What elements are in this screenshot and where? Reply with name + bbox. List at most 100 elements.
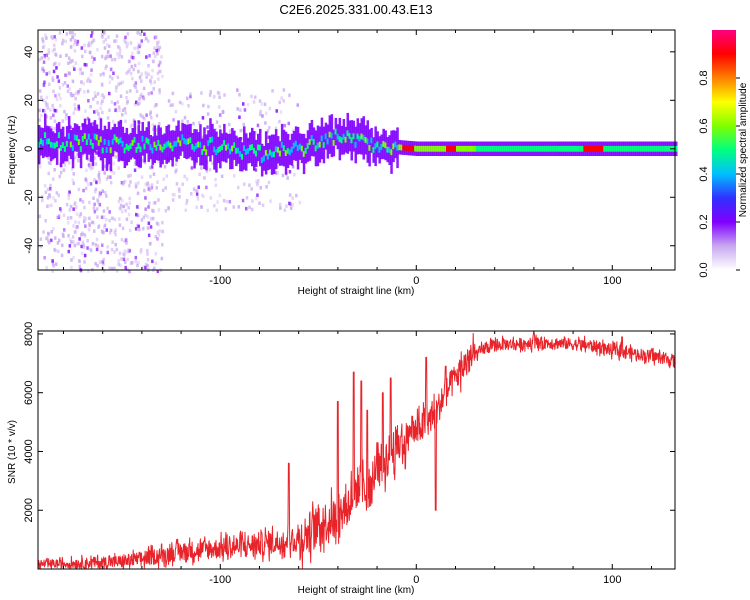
noise-speck: [94, 187, 98, 192]
noise-speck: [265, 185, 268, 189]
noise-speck: [44, 100, 48, 105]
noise-speck: [96, 198, 99, 202]
noise-speck: [157, 222, 160, 227]
colorbar-tick-label: 0.4: [698, 166, 710, 181]
noise-speck: [79, 212, 83, 217]
noise-speck: [154, 251, 158, 256]
noise-speck: [150, 165, 154, 169]
noise-speck: [258, 201, 261, 205]
noise-speck: [113, 102, 117, 106]
band-core: [274, 146, 278, 153]
noise-speck: [119, 263, 122, 267]
noise-speck: [64, 39, 67, 44]
noise-speck: [264, 121, 267, 125]
noise-speck: [146, 258, 150, 262]
noise-speck: [53, 35, 56, 39]
noise-speck: [218, 91, 221, 96]
noise-speck: [118, 223, 122, 227]
noise-speck: [173, 193, 176, 197]
noise-speck: [254, 131, 257, 135]
noise-speck: [200, 166, 203, 170]
noise-speck: [95, 247, 99, 252]
band-core: [649, 145, 652, 152]
noise-speck: [134, 259, 137, 264]
noise-speck: [274, 126, 278, 131]
band-core: [569, 145, 572, 152]
band-core: [432, 145, 435, 152]
noise-speck: [205, 185, 208, 190]
noise-speck: [57, 62, 61, 66]
noise-speck: [129, 89, 132, 93]
band-core: [213, 146, 216, 153]
noise-speck: [70, 167, 74, 171]
band-core: [446, 145, 449, 152]
noise-speck: [124, 35, 127, 40]
noise-speck: [49, 187, 52, 191]
noise-speck: [189, 92, 192, 96]
noise-speck: [103, 171, 106, 175]
noise-speck: [55, 66, 58, 70]
noise-speck: [124, 209, 127, 213]
noise-speck: [94, 94, 97, 99]
snr-ytick-label: 6000: [23, 380, 35, 404]
noise-speck: [90, 40, 94, 44]
noise-speck: [155, 48, 158, 53]
noise-speck: [47, 57, 50, 61]
noise-speck: [68, 161, 71, 165]
band-core: [185, 139, 188, 145]
band-core: [284, 150, 288, 156]
noise-speck: [133, 63, 137, 68]
noise-speck: [254, 95, 257, 99]
noise-speck: [128, 228, 132, 233]
band-core: [99, 136, 103, 143]
noise-speck: [83, 90, 86, 94]
band-core: [525, 145, 529, 152]
band-core: [302, 151, 306, 157]
noise-speck: [139, 43, 142, 47]
noise-speck: [104, 56, 107, 61]
noise-speck: [63, 163, 67, 167]
noise-speck: [115, 85, 118, 89]
noise-speck: [97, 112, 100, 116]
noise-speck: [150, 217, 153, 221]
noise-speck: [87, 228, 91, 232]
spectrogram-frame: [37, 29, 676, 271]
noise-speck: [108, 266, 111, 270]
band-core: [147, 138, 150, 145]
noise-speck: [133, 83, 136, 88]
noise-speck: [129, 72, 133, 76]
noise-speck: [260, 102, 264, 106]
noise-speck: [276, 171, 279, 175]
noise-speck: [98, 202, 102, 207]
band-core: [499, 145, 503, 152]
noise-speck: [45, 72, 48, 76]
band-core: [565, 145, 568, 152]
band-core: [442, 145, 445, 152]
band-core: [352, 133, 355, 140]
band-core: [356, 133, 359, 140]
noise-speck: [86, 79, 89, 83]
noise-speck: [89, 248, 92, 252]
band-core: [601, 145, 604, 152]
noise-speck: [96, 48, 99, 52]
band-core: [462, 145, 465, 152]
band-core: [294, 140, 298, 147]
noise-speck: [121, 198, 124, 203]
band-core: [42, 140, 45, 146]
noise-speck: [137, 61, 141, 66]
noise-speck: [78, 259, 81, 264]
noise-speck: [174, 170, 177, 174]
noise-speck: [291, 128, 295, 133]
noise-speck: [236, 107, 239, 111]
noise-speck: [84, 177, 87, 181]
noise-speck: [90, 68, 93, 72]
noise-speck: [67, 196, 70, 201]
band-core: [280, 141, 284, 148]
noise-speck: [241, 128, 245, 132]
snr-ytick-label: 4000: [23, 439, 35, 463]
noise-speck: [65, 202, 69, 207]
band-core: [378, 146, 381, 153]
noise-speck: [196, 197, 200, 201]
noise-speck: [119, 49, 122, 54]
